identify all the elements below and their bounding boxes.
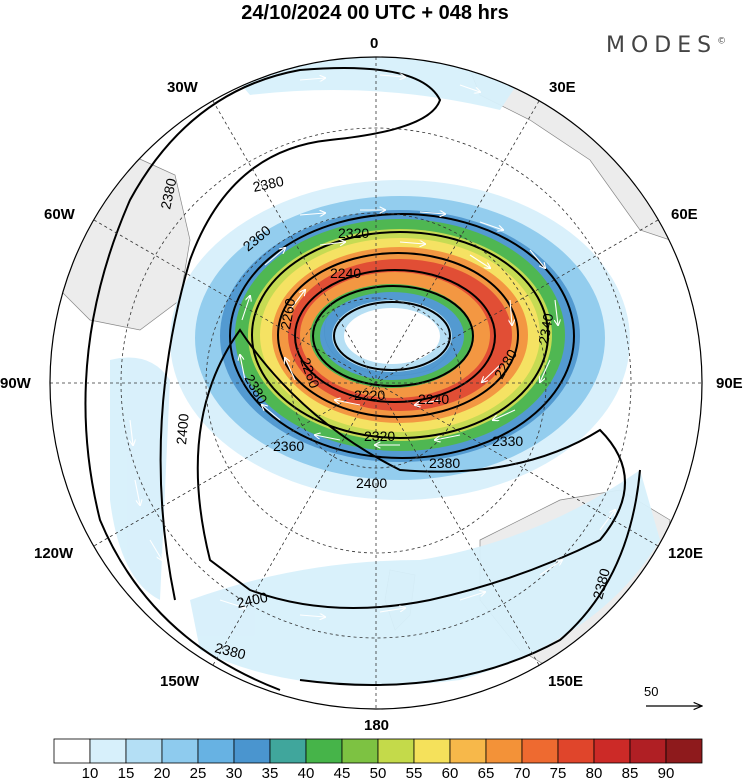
colorbar-swatch bbox=[89, 738, 127, 764]
contour-label: 2340 bbox=[535, 312, 556, 346]
contour-label: 2380 bbox=[251, 173, 285, 195]
lon-label-60w: 60W bbox=[44, 206, 75, 223]
colorbar-swatch bbox=[413, 738, 451, 764]
lon-label-180: 180 bbox=[364, 717, 390, 734]
colorbar-tick-label: 25 bbox=[189, 765, 207, 782]
colorbar-tick-label: 45 bbox=[333, 765, 351, 782]
colorbar-swatch bbox=[377, 738, 415, 764]
lon-label-150w: 150W bbox=[160, 673, 200, 690]
lon-label-90e: 90E bbox=[716, 375, 743, 392]
lon-label-120w: 120W bbox=[34, 545, 74, 562]
contour-label: 2380 bbox=[429, 455, 460, 471]
map-title: 24/10/2024 00 UTC + 048 hrs bbox=[241, 2, 509, 24]
contour-label: 2400 bbox=[173, 413, 192, 446]
colorbar-tick-label: 90 bbox=[657, 765, 675, 782]
colorbar-swatch bbox=[485, 738, 523, 764]
contour-label: 2240 bbox=[418, 391, 449, 407]
contour-label: 2400 bbox=[235, 589, 269, 611]
colorbar-swatch bbox=[269, 738, 307, 764]
colorbar-tick-label: 55 bbox=[405, 765, 423, 782]
colorbar-tick-label: 85 bbox=[621, 765, 639, 782]
lon-label-60e: 60E bbox=[671, 206, 698, 223]
colorbar-swatch bbox=[125, 738, 163, 764]
contour-label: 2330 bbox=[492, 433, 523, 449]
colorbar-swatch bbox=[629, 738, 667, 764]
colorbar-swatch bbox=[341, 738, 379, 764]
graticule bbox=[50, 57, 702, 709]
contour-label: 2400 bbox=[356, 475, 387, 491]
colorbar-swatch bbox=[449, 738, 487, 764]
colorbar bbox=[53, 738, 703, 764]
colorbar-swatch bbox=[593, 738, 631, 764]
colorbar-swatch bbox=[161, 738, 199, 764]
colorbar-swatch bbox=[53, 738, 91, 764]
lon-label-120e: 120E bbox=[668, 545, 704, 562]
colorbar-tick-label: 80 bbox=[585, 765, 603, 782]
colorbar-tick-label: 70 bbox=[513, 765, 531, 782]
colorbar-tick-label: 10 bbox=[81, 765, 99, 782]
colorbar-swatch bbox=[665, 738, 703, 764]
colorbar-tick-label: 20 bbox=[153, 765, 171, 782]
lon-label-150e: 150E bbox=[548, 673, 584, 690]
contour-label: 2360 bbox=[273, 438, 304, 454]
contour-label: 2220 bbox=[354, 387, 385, 403]
colorbar-swatch bbox=[305, 738, 343, 764]
wind-vectors bbox=[130, 75, 615, 617]
colorbar-tick-label: 35 bbox=[261, 765, 279, 782]
reference-vector-label: 50 bbox=[644, 684, 659, 699]
contour-label: 2320 bbox=[338, 225, 369, 241]
colorbar-tick-label: 75 bbox=[549, 765, 567, 782]
contour-label: 2380 bbox=[213, 639, 247, 662]
lon-label-30w: 30W bbox=[167, 79, 198, 96]
colorbar-tick-label: 50 bbox=[369, 765, 387, 782]
height-contours bbox=[84, 67, 641, 691]
contour-label: 2240 bbox=[330, 265, 361, 281]
lon-label-30e: 30E bbox=[549, 79, 576, 96]
colorbar-tick-label: 15 bbox=[117, 765, 135, 782]
colorbar-swatch bbox=[197, 738, 235, 764]
modes-logo: MODES© bbox=[606, 33, 727, 58]
lon-label-0: 0 bbox=[370, 35, 379, 52]
contour-label: 2380 bbox=[589, 566, 613, 600]
lon-label-90w: 90W bbox=[0, 375, 31, 392]
colorbar-tick-label: 30 bbox=[225, 765, 243, 782]
colorbar-tick-label: 60 bbox=[441, 765, 459, 782]
contour-label: 2320 bbox=[364, 428, 395, 444]
colorbar-swatch bbox=[521, 738, 559, 764]
colorbar-tick-label: 65 bbox=[477, 765, 495, 782]
colorbar-swatch bbox=[233, 738, 271, 764]
contour-label: 2380 bbox=[157, 177, 179, 211]
colorbar-tick-label: 40 bbox=[297, 765, 315, 782]
contour-label: 2260 bbox=[277, 297, 298, 331]
colorbar-swatch bbox=[557, 738, 595, 764]
